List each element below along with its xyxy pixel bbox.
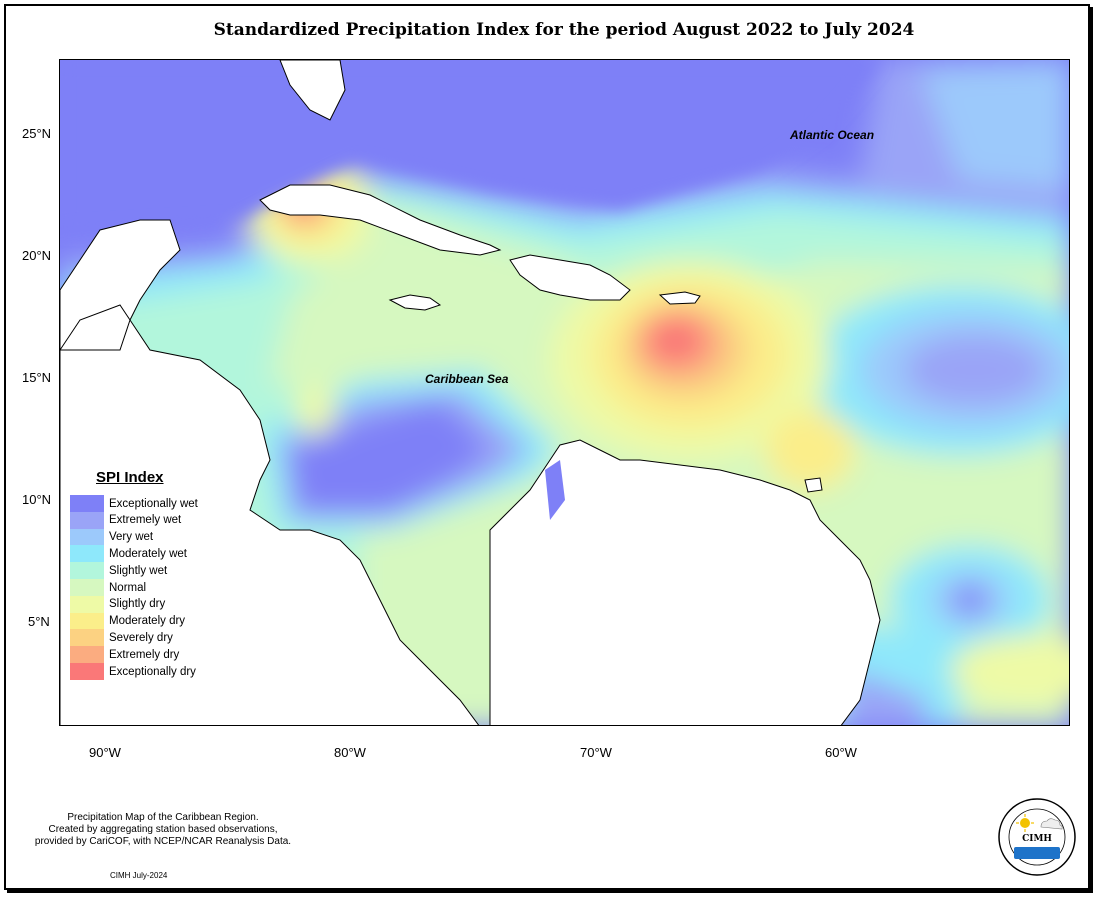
waves-icon — [1014, 847, 1060, 859]
legend-swatch — [70, 629, 104, 647]
legend-title: SPI Index — [96, 469, 164, 486]
lon-tick-80w: 80°W — [334, 745, 366, 760]
legend-swatch — [70, 495, 104, 512]
legend-item: Slightly dry — [70, 595, 166, 613]
legend-label: Moderately wet — [109, 547, 187, 560]
landmasses — [60, 60, 881, 725]
legend-item: Exceptionally wet — [70, 495, 198, 512]
legend-label: Extremely wet — [109, 514, 182, 527]
legend-item: Slightly wet — [70, 562, 168, 580]
label-caribbean-sea: Caribbean Sea — [425, 372, 509, 386]
cloud-icon — [1040, 818, 1063, 830]
legend-item: Normal — [70, 579, 146, 596]
sun-icon — [1016, 814, 1034, 832]
legend-swatch — [70, 511, 104, 529]
legend-item: Exceptionally dry — [70, 663, 196, 680]
legend-item: Severely dry — [70, 629, 173, 647]
spi-map: Atlantic Ocean Caribbean Sea — [59, 59, 1070, 726]
credit-line-1: Precipitation Map of the Caribbean Regio… — [67, 812, 259, 823]
legend-label: Exceptionally wet — [109, 497, 198, 510]
legend-label: Slightly dry — [109, 598, 166, 611]
credit-line-2: Created by aggregating station based obs… — [48, 824, 278, 835]
legend-label: Normal — [109, 581, 147, 594]
lat-tick-25n: 25°N — [22, 126, 52, 141]
cimh-logo: CIMH — [998, 798, 1076, 876]
legend-label: Slightly wet — [109, 564, 168, 577]
legend-item: Very wet — [70, 528, 154, 546]
legend-swatch — [70, 579, 104, 596]
credit-date: CIMH July-2024 — [110, 871, 168, 880]
legend-swatch — [70, 663, 104, 680]
lat-tick-20n: 20°N — [22, 248, 52, 263]
legend-item: Extremely dry — [70, 646, 180, 664]
lon-tick-60w: 60°W — [825, 745, 857, 760]
legend-swatch — [70, 562, 104, 580]
credit-line-3: provided by CariCOF, with NCEP/NCAR Rean… — [34, 836, 292, 847]
map-title: Standardized Precipitation Index for the… — [213, 20, 915, 40]
lon-tick-90w: 90°W — [89, 745, 121, 760]
legend-label: Exceptionally dry — [109, 665, 196, 678]
legend-label: Moderately dry — [109, 615, 186, 628]
legend-swatch — [70, 595, 104, 613]
lat-tick-10n: 10°N — [22, 492, 52, 507]
legend-item: Moderately wet — [70, 545, 187, 563]
label-atlantic-ocean: Atlantic Ocean — [789, 128, 874, 142]
legend-item: Extremely wet — [70, 511, 182, 529]
legend-label: Extremely dry — [109, 648, 180, 661]
legend-label: Very wet — [109, 531, 154, 544]
credit-text: Precipitation Map of the Caribbean Regio… — [8, 812, 318, 848]
legend-swatch — [70, 612, 104, 630]
logo-abbr: CIMH — [1022, 834, 1052, 844]
lon-tick-70w: 70°W — [580, 745, 612, 760]
legend-item: Moderately dry — [70, 612, 186, 630]
legend-swatch — [70, 528, 104, 546]
legend-swatch — [70, 646, 104, 664]
legend-swatch — [70, 545, 104, 563]
legend-label: Severely dry — [109, 631, 173, 644]
map-canvas: Atlantic Ocean Caribbean Sea — [60, 60, 1069, 725]
lat-tick-5n: 5°N — [28, 614, 50, 629]
lat-tick-15n: 15°N — [22, 370, 52, 385]
